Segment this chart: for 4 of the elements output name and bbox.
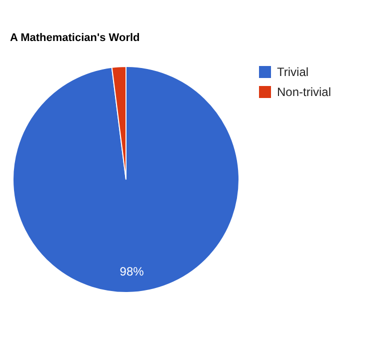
chart-title: A Mathematician's World [10, 32, 140, 44]
legend-label: Non-trivial [277, 85, 332, 99]
data-label: 98% [120, 264, 144, 278]
legend-label: Trivial [277, 65, 309, 79]
